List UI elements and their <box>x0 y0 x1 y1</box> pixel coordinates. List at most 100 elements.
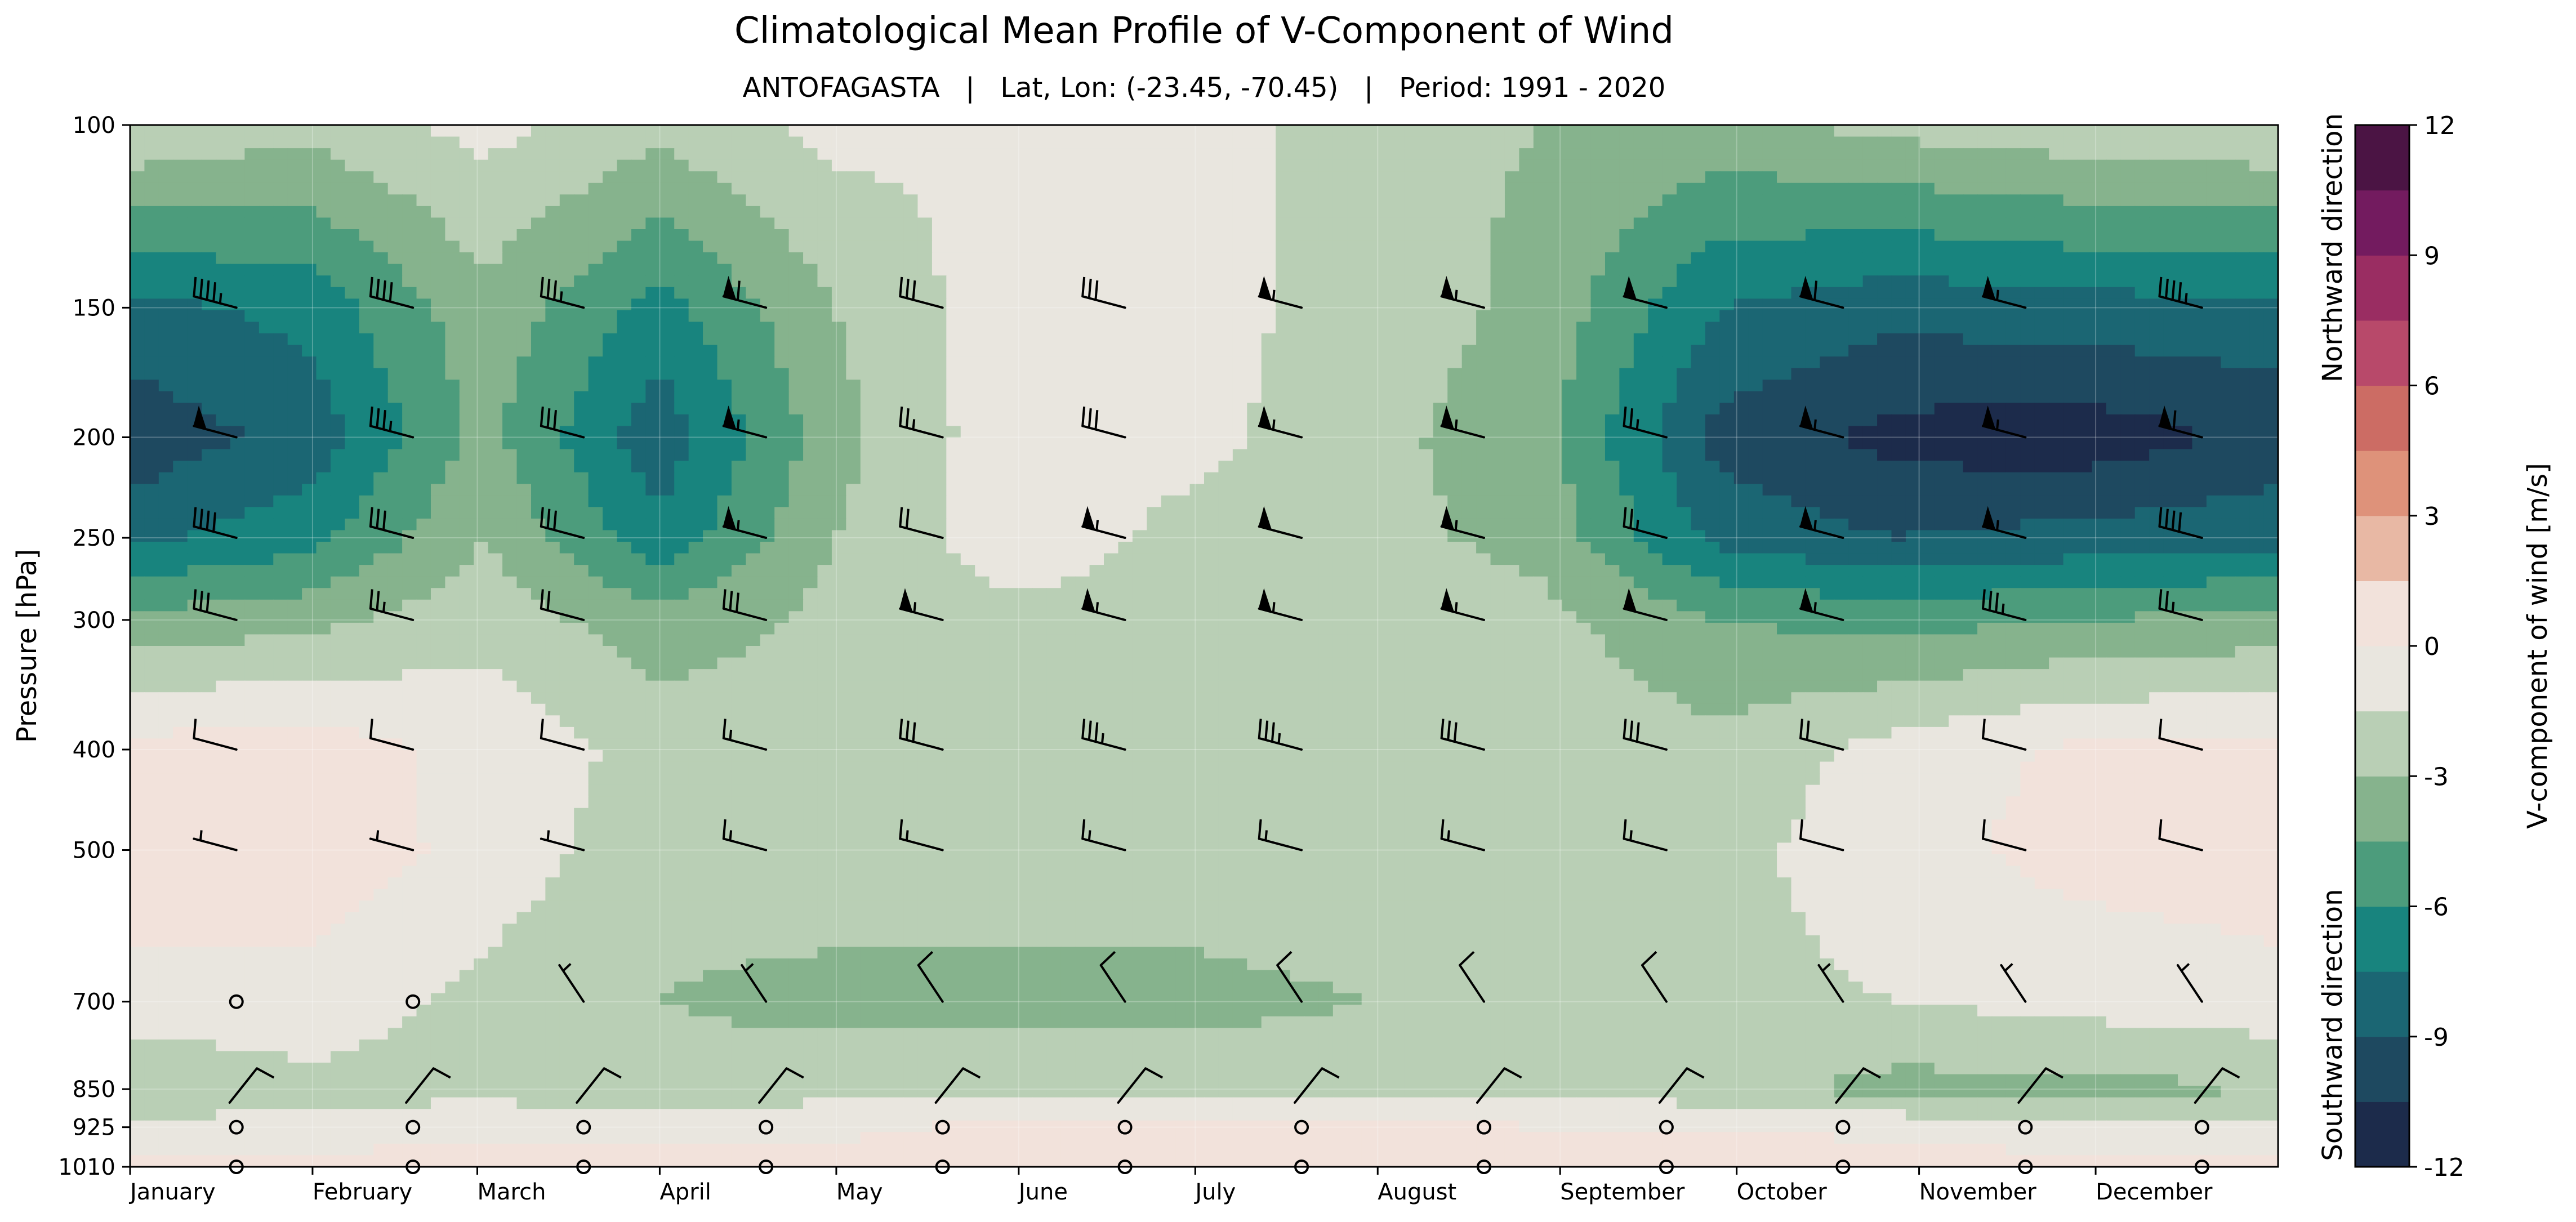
contour-cell <box>917 240 933 253</box>
contour-cell <box>1161 194 1176 207</box>
contour-cell <box>430 171 446 184</box>
contour-cell <box>202 136 217 149</box>
contour-cell <box>760 333 775 346</box>
contour-cell <box>2206 206 2222 218</box>
contour-cell <box>960 356 975 369</box>
contour-cell <box>946 252 961 265</box>
contour-cell <box>302 438 317 450</box>
contour-cell <box>1920 368 1935 381</box>
contour-cell <box>1662 171 1677 184</box>
contour-cell <box>259 414 274 427</box>
contour-cell <box>960 217 975 230</box>
contour-cell <box>259 403 274 415</box>
contour-cell <box>1877 345 1892 357</box>
contour-cell <box>1447 217 1463 230</box>
contour-cell <box>1433 356 1449 369</box>
contour-cell <box>1791 438 1806 450</box>
contour-cell <box>1805 380 1821 392</box>
contour-cell <box>1247 495 1262 508</box>
contour-cell <box>1820 287 1835 300</box>
contour-cell <box>1562 229 1577 242</box>
contour-cell <box>674 380 689 392</box>
contour-cell <box>2106 298 2122 311</box>
contour-cell <box>302 484 317 496</box>
contour-cell <box>1046 368 1062 381</box>
contour-cell <box>2078 333 2093 346</box>
contour-cell <box>2249 171 2265 184</box>
contour-cell <box>1834 368 1849 381</box>
contour-cell <box>531 298 546 311</box>
contour-cell <box>746 159 761 172</box>
contour-cell <box>2178 171 2193 184</box>
contour-cell <box>746 368 761 381</box>
contour-cell <box>1820 495 1835 508</box>
contour-cell <box>1347 159 1362 172</box>
contour-cell <box>273 240 288 253</box>
contour-cell <box>2221 171 2236 184</box>
contour-cell <box>760 159 775 172</box>
contour-cell <box>1963 356 1978 369</box>
contour-cell <box>2078 391 2093 404</box>
contour-cell <box>516 125 532 137</box>
contour-cell <box>2078 136 2093 149</box>
contour-cell <box>1877 252 1892 265</box>
contour-cell <box>1376 472 1391 485</box>
contour-cell <box>1089 449 1104 461</box>
contour-cell <box>2005 148 2021 160</box>
contour-cell <box>1877 298 1892 311</box>
contour-cell <box>631 264 647 276</box>
contour-cell <box>1548 495 1563 508</box>
contour-cell <box>402 333 417 346</box>
contour-cell <box>1905 484 1921 496</box>
contour-cell <box>603 461 618 473</box>
contour-cell <box>1290 264 1305 276</box>
contour-cell <box>1920 159 1935 172</box>
contour-cell <box>330 298 346 311</box>
contour-cell <box>230 148 246 160</box>
contour-cell <box>603 380 618 392</box>
contour-cell <box>1877 148 1892 160</box>
contour-cell <box>273 345 288 357</box>
contour-cell <box>1748 264 1763 276</box>
contour-cell <box>1963 391 1978 404</box>
contour-cell <box>1218 403 1233 415</box>
contour-cell <box>1318 310 1334 323</box>
contour-cell <box>202 310 217 323</box>
contour-cell <box>330 472 346 485</box>
contour-cell <box>545 495 560 508</box>
contour-cell <box>1548 461 1563 473</box>
contour-cell <box>531 414 546 427</box>
contour-cell <box>1361 298 1376 311</box>
contour-cell <box>316 171 331 184</box>
contour-cell <box>1476 194 1491 207</box>
contour-cell <box>1018 391 1033 404</box>
contour-cell <box>502 472 518 485</box>
contour-cell <box>1304 148 1320 160</box>
contour-cell <box>330 380 346 392</box>
contour-cell <box>703 287 718 300</box>
contour-cell <box>1605 345 1620 357</box>
contour-cell <box>659 368 675 381</box>
contour-cell <box>1332 171 1348 184</box>
contour-cell <box>1132 380 1148 392</box>
contour-cell <box>1590 206 1606 218</box>
contour-cell <box>1404 206 1420 218</box>
contour-cell <box>2249 217 2265 230</box>
contour-cell <box>2063 449 2078 461</box>
contour-cell <box>1433 125 1449 137</box>
contour-cell <box>1347 206 1362 218</box>
contour-cell <box>1633 264 1649 276</box>
contour-cell <box>1619 171 1634 184</box>
contour-cell <box>1404 217 1420 230</box>
contour-cell <box>1447 368 1463 381</box>
contour-cell <box>1805 240 1821 253</box>
contour-cell <box>230 240 246 253</box>
contour-cell <box>875 449 890 461</box>
contour-cell <box>430 333 446 346</box>
contour-cell <box>1920 287 1935 300</box>
contour-cell <box>1748 171 1763 184</box>
contour-cell <box>1691 171 1706 184</box>
contour-cell <box>2163 264 2178 276</box>
contour-cell <box>917 322 933 334</box>
contour-cell <box>1419 125 1434 137</box>
